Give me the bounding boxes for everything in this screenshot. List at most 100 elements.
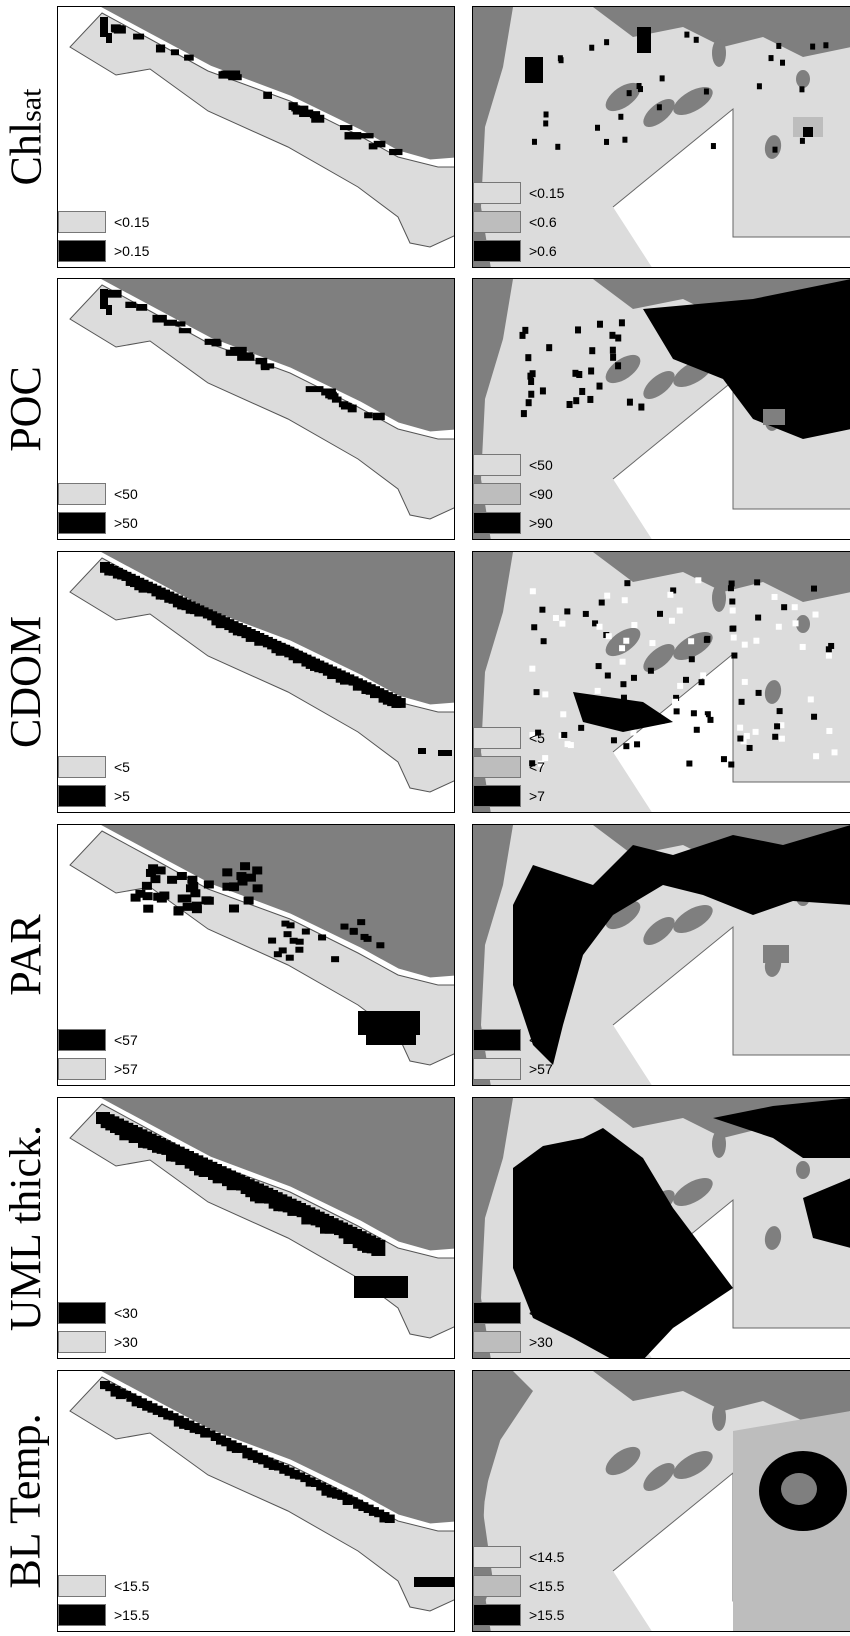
legend-item: >15.5 — [58, 1603, 149, 1627]
right-legend: <57 >57 — [473, 1023, 593, 1085]
legend-label: <5 — [114, 759, 130, 775]
land-area — [473, 552, 513, 812]
land-area — [473, 825, 513, 1085]
coastal-map — [69, 1098, 454, 1339]
legend-swatch — [473, 483, 521, 505]
legend-label: >7 — [529, 788, 545, 804]
legend-swatch — [58, 756, 106, 778]
regional-map — [473, 279, 850, 539]
legend-swatch — [58, 1058, 106, 1080]
legend-item: <15.5 — [58, 1574, 149, 1598]
coastal-map — [69, 7, 454, 248]
legend-label: <5 — [529, 730, 545, 746]
land-area — [473, 279, 850, 329]
land-area — [98, 279, 454, 433]
legend-label: <15.5 — [529, 1578, 565, 1594]
left-legend: <0.15 >0.15 — [58, 205, 178, 267]
land-area — [473, 1098, 513, 1358]
sea-zone — [69, 1376, 454, 1612]
legend-item: <57 — [58, 1028, 138, 1052]
legend-swatch — [58, 512, 106, 534]
legend-swatch — [473, 1331, 521, 1353]
land-area — [98, 1371, 454, 1525]
legend-item: >50 — [58, 511, 138, 535]
coastline — [97, 825, 454, 981]
legend-item: >30 — [58, 1330, 138, 1354]
coastal-map — [69, 279, 454, 520]
legend-swatch — [473, 182, 521, 204]
land-area — [473, 552, 850, 602]
legend-swatch — [473, 1058, 521, 1080]
class-cells — [525, 27, 829, 153]
legend-item: <30 — [58, 1301, 138, 1325]
land-area — [98, 1098, 454, 1252]
legend-swatch — [473, 727, 521, 749]
legend-swatch — [473, 211, 521, 233]
regional-map — [473, 1098, 850, 1358]
coastline — [97, 552, 454, 708]
regional-map-panel: <0.15 <0.6 >0.6 — [472, 6, 850, 268]
data-gap — [613, 1473, 850, 1631]
right-legend: <50 <90 >90 — [473, 448, 593, 539]
row-label: PAR — [1, 914, 50, 996]
legend-swatch — [473, 512, 521, 534]
legend-item: >5 — [58, 784, 130, 808]
legend-item: <90 — [473, 482, 553, 506]
class-cells — [100, 562, 452, 756]
row-label: Chlsat — [1, 88, 50, 186]
coastal-map — [69, 825, 454, 1066]
legend-label: <0.6 — [529, 214, 557, 230]
legend-swatch — [58, 483, 106, 505]
legend-label: >30 — [529, 1334, 553, 1350]
class-cells — [513, 1098, 850, 1358]
island-group — [605, 584, 810, 704]
class-cells — [100, 289, 385, 421]
legend-swatch — [473, 1029, 521, 1051]
data-gap — [613, 927, 850, 1085]
row-label: UML thick. — [1, 1124, 50, 1332]
coastline — [97, 7, 454, 163]
legend-label: >57 — [529, 1061, 553, 1077]
coastal-map-panel: <15.5 >15.5 — [57, 1370, 455, 1632]
legend-label: >0.15 — [114, 243, 150, 259]
regional-map — [473, 552, 850, 812]
regional-map-panel: <14.5 <15.5 >15.5 — [472, 1370, 850, 1632]
class-cells — [513, 825, 850, 1065]
sea-zone — [69, 1103, 454, 1339]
legend-swatch — [58, 785, 106, 807]
data-gap — [613, 381, 850, 539]
legend-label: >30 — [114, 1334, 138, 1350]
regional-map — [473, 825, 850, 1085]
legend-swatch — [473, 1604, 521, 1626]
legend-item: <14.5 — [473, 1545, 564, 1569]
legend-item: <50 — [58, 482, 138, 506]
land-area — [98, 7, 454, 161]
legend-swatch — [58, 1331, 106, 1353]
legend-label: <0.15 — [529, 185, 565, 201]
legend-item: <5 — [58, 755, 130, 779]
land-area — [473, 7, 850, 57]
right-legend: <5 <7 >7 — [473, 721, 593, 812]
legend-swatch — [58, 1302, 106, 1324]
legend-label: <15.5 — [114, 1578, 150, 1594]
legend-label: >15.5 — [114, 1607, 150, 1623]
legend-swatch — [58, 1029, 106, 1051]
coastal-map-panel: <50 >50 — [57, 278, 455, 540]
legend-label: <57 — [529, 1032, 553, 1048]
row-label: CDOM — [1, 615, 50, 749]
class-cells — [100, 17, 403, 156]
left-legend: <5 >5 — [58, 750, 178, 812]
legend-swatch — [473, 1546, 521, 1568]
left-legend: <57 >57 — [58, 1023, 178, 1085]
legend-swatch — [473, 240, 521, 262]
class-cells — [529, 577, 838, 768]
row-label: BL Temp. — [1, 1413, 51, 1589]
left-legend: <30 >30 — [58, 1296, 178, 1358]
legend-item: >0.15 — [58, 239, 149, 263]
legend-swatch — [473, 785, 521, 807]
legend-swatch — [58, 1575, 106, 1597]
legend-label: <50 — [529, 457, 553, 473]
legend-item: >57 — [473, 1057, 553, 1081]
data-gap — [613, 654, 850, 812]
regional-map-panel: <5 <7 >7 — [472, 551, 850, 813]
